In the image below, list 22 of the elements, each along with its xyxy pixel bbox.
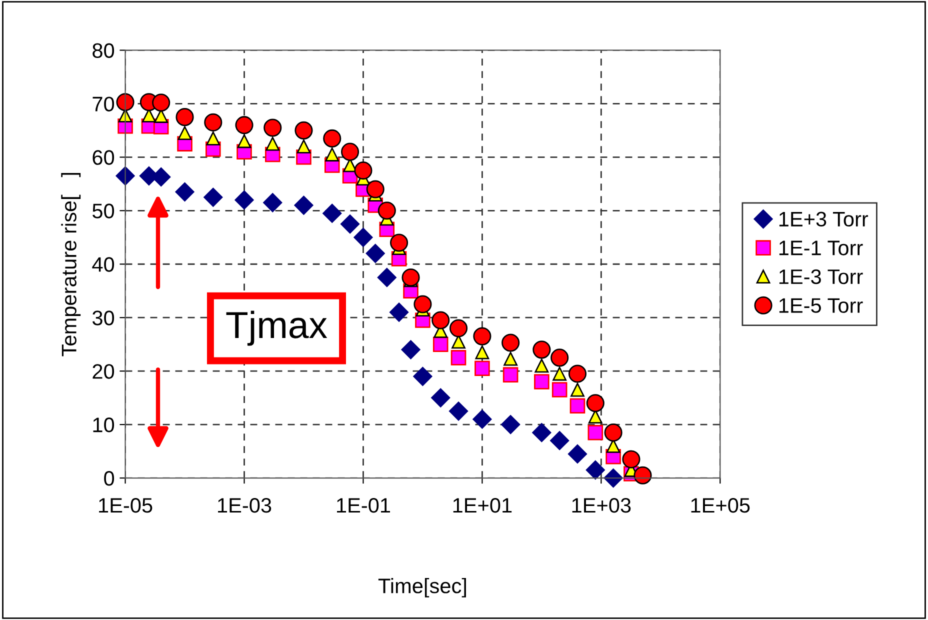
annotation: Tjmax <box>226 310 328 346</box>
y-tick-label: 80 <box>92 43 114 58</box>
x-tick-label: 1E-01 <box>337 498 390 513</box>
x-tick-label: 1E-05 <box>99 498 152 513</box>
legend-label: 1E-1 Torr <box>779 240 863 256</box>
y-tick-label: 50 <box>92 204 114 218</box>
y-tick-label: 20 <box>92 364 114 379</box>
x-axis-title: Time[sec] <box>378 578 466 598</box>
x-tick-label: 1E+01 <box>453 498 512 513</box>
y-tick-label: 10 <box>93 418 114 432</box>
x-tick-label: 1E+05 <box>691 498 750 513</box>
y-tick-label: 60 <box>92 150 114 165</box>
y-tick-label: 0 <box>104 471 114 486</box>
legend-label: 1E+3 Torr <box>779 212 868 227</box>
legend-label: 1E-3 Torr <box>779 269 863 284</box>
y-tick-label: 40 <box>92 257 114 272</box>
legend-label: 1E-5 Torr <box>779 298 863 313</box>
x-tick-label: 1E+03 <box>572 498 631 513</box>
x-tick-label: 1E-03 <box>218 498 272 513</box>
y-tick-label: 70 <box>92 96 114 112</box>
y-axis-title: Temperature rise[ ] <box>61 172 81 356</box>
y-tick-label: 30 <box>92 310 114 326</box>
